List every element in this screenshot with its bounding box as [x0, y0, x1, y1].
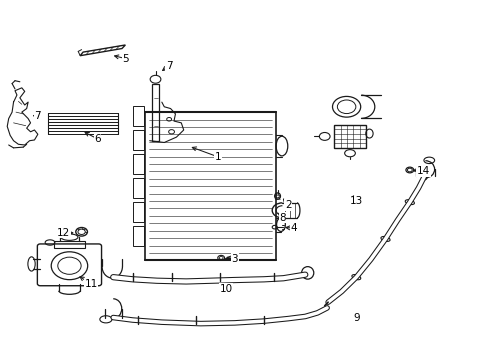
Text: 11: 11: [84, 279, 98, 289]
Bar: [54, 242, 85, 248]
Bar: [132, 106, 143, 126]
Text: 5: 5: [122, 54, 128, 64]
Bar: [334, 125, 366, 148]
Text: 14: 14: [416, 166, 429, 176]
Bar: [132, 154, 143, 174]
Bar: [132, 226, 143, 246]
Text: 6: 6: [94, 134, 101, 144]
Text: 8: 8: [279, 212, 285, 222]
Bar: [144, 112, 276, 260]
Text: 13: 13: [349, 197, 362, 206]
Text: 7: 7: [35, 111, 41, 121]
Text: 12: 12: [57, 228, 70, 238]
Text: 1: 1: [214, 152, 221, 162]
Text: 9: 9: [352, 312, 359, 323]
Text: 7: 7: [165, 61, 172, 71]
Text: 2: 2: [285, 200, 291, 210]
Text: 3: 3: [231, 253, 238, 264]
Bar: [152, 84, 159, 141]
Text: 4: 4: [290, 223, 297, 233]
Bar: [132, 178, 143, 198]
Text: 10: 10: [219, 284, 232, 294]
Bar: [132, 130, 143, 150]
Bar: [132, 202, 143, 222]
